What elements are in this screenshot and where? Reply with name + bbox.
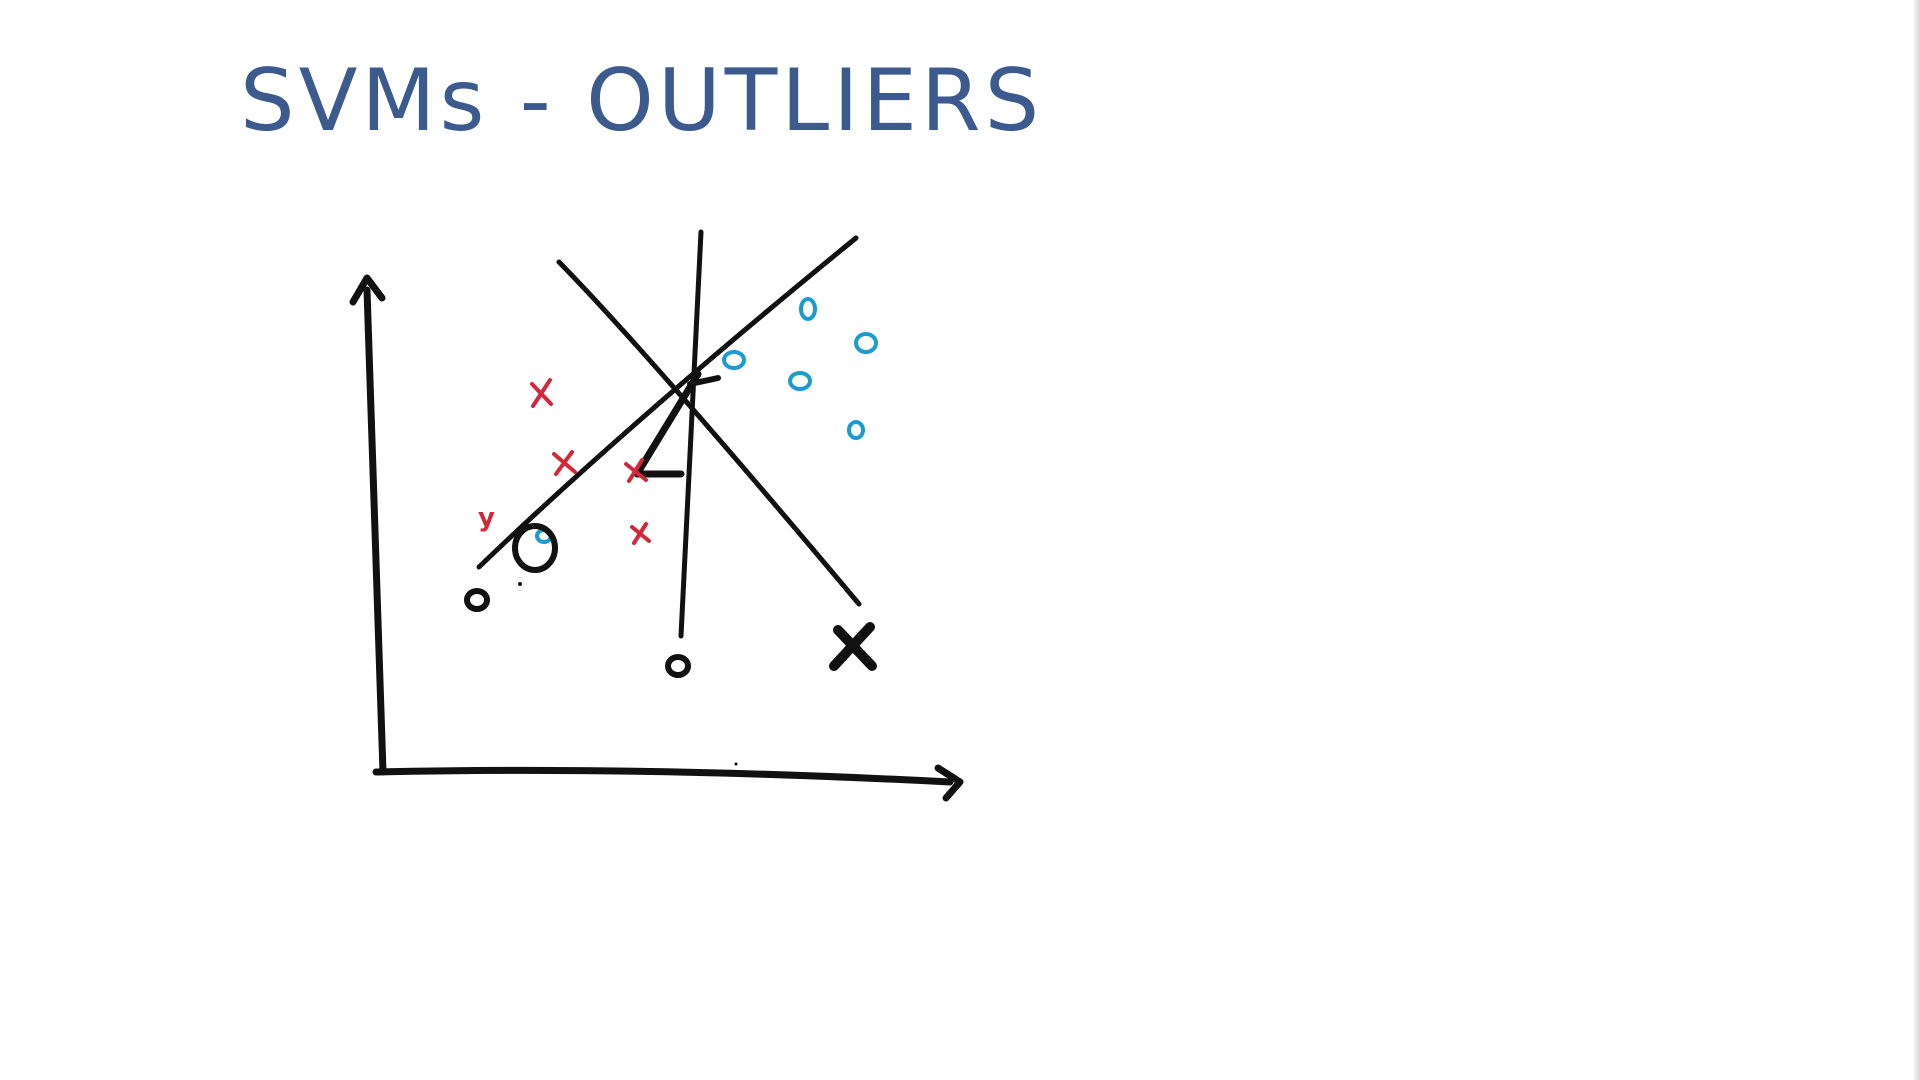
ink-dot [518, 582, 522, 586]
blue-o-point [847, 420, 865, 440]
red-x-point [552, 450, 577, 476]
x-axis [372, 766, 954, 786]
y-axis [363, 286, 387, 776]
diagonal-line-falling [556, 259, 862, 607]
diagonal-line-rising [476, 235, 859, 570]
red-x-point [630, 522, 651, 545]
outliers [464, 523, 877, 766]
black-o-outlier-left [464, 588, 490, 612]
decision-lines [476, 229, 862, 639]
class-x-points: y [478, 378, 651, 545]
vertical-line [678, 229, 704, 639]
red-y-label: y [478, 503, 495, 533]
blue-o-point [854, 332, 878, 354]
black-o-outlier-bottom [665, 654, 691, 678]
axes [349, 274, 964, 802]
red-x-point [530, 378, 553, 408]
window-edge [1914, 0, 1920, 1080]
black-x-outlier [829, 622, 877, 671]
slide-title: SVMs - OUTLIERS [240, 51, 1043, 151]
angle-mark-top [687, 375, 721, 387]
y-axis-arrowhead [349, 274, 386, 306]
class-o-points [535, 297, 878, 544]
ink-dot [734, 762, 738, 766]
red-x-point [624, 458, 648, 483]
blue-o-point [799, 297, 817, 321]
black-circle-outlier [512, 523, 558, 573]
blue-o-point [722, 350, 746, 370]
x-axis-arrowhead [934, 764, 964, 802]
blue-o-point [788, 371, 812, 391]
